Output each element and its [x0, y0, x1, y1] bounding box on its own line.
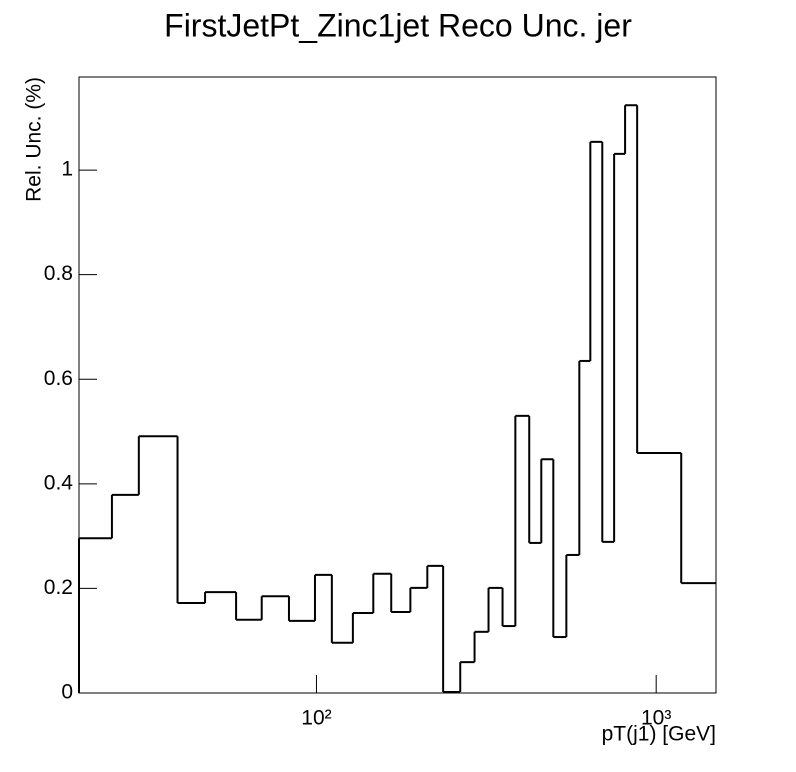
y-tick-label: 1 — [61, 158, 73, 181]
chart-title: FirstJetPt_Zinc1jet Reco Unc. jer — [164, 7, 632, 43]
y-tick-label: 0.6 — [44, 367, 73, 390]
x-tick-label: 10² — [301, 707, 331, 730]
y-tick-label: 0.8 — [44, 262, 73, 285]
x-tick-label: 10³ — [641, 707, 671, 730]
y-axis-label: Rel. Unc. (%) — [23, 77, 46, 202]
y-tick-label: 0.4 — [44, 471, 74, 494]
y-tick-label: 0 — [61, 681, 73, 704]
x-axis-label: pT(j1) [GeV] — [602, 723, 716, 746]
plot-frame — [78, 76, 717, 694]
y-tick-label: 0.2 — [44, 576, 73, 599]
